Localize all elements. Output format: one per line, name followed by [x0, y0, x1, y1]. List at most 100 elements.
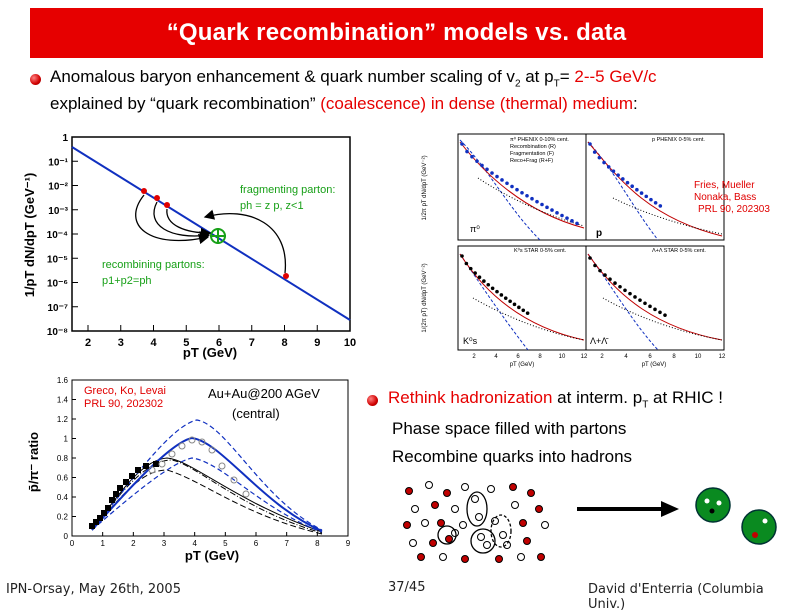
data-point [588, 142, 592, 146]
y-tick-label: 0.4 [57, 493, 69, 502]
svg-text:K⁰s: K⁰s [463, 336, 478, 346]
data-point [525, 193, 529, 198]
data-point [623, 288, 627, 293]
data-point [218, 462, 226, 470]
data-point [168, 450, 176, 458]
y-tick-label: 0.6 [57, 474, 69, 483]
data-point [644, 194, 649, 199]
data-point [158, 460, 166, 468]
data-point [575, 221, 579, 226]
data-point [148, 466, 156, 474]
y-tick-label: 10⁻³ [48, 206, 68, 217]
recombination-illustration [403, 481, 777, 563]
data-point [653, 307, 657, 312]
bullet-icon [30, 74, 41, 85]
data-point [517, 305, 521, 310]
x-tick-label: 8 [538, 354, 542, 360]
quark-dot [417, 553, 425, 561]
quark-dot [451, 505, 459, 513]
recomb-label: recombining partons: [102, 259, 205, 271]
quark-dot [429, 539, 437, 547]
svg-text:p PHENIX 0-5% cent.: p PHENIX 0-5% cent. [652, 137, 705, 143]
y-tick-label: 10⁻⁵ [47, 254, 68, 265]
data-point [635, 187, 639, 192]
data-point [230, 476, 238, 484]
x-tick-label: 4 [624, 354, 628, 360]
data-point [550, 208, 554, 212]
data-point [638, 298, 642, 302]
y-tick-label: 1 [62, 133, 68, 144]
title-bar: “Quark recombination” models vs. data [30, 8, 763, 58]
svg-text:p: p [596, 228, 602, 239]
data-point [555, 211, 559, 215]
svg-text:PRL 90, 202302: PRL 90, 202302 [84, 398, 163, 410]
quark-dot [541, 521, 549, 529]
data-point [470, 154, 474, 159]
footer-left: IPN-Orsay, May 26th, 2005 [6, 582, 181, 597]
quark-dot [471, 495, 479, 503]
x-tick-label: 2 [131, 539, 136, 548]
data-point [480, 163, 484, 168]
data-point [188, 436, 196, 444]
svg-text:PRL 90, 202303: PRL 90, 202303 [698, 204, 770, 215]
data-point [597, 155, 602, 160]
data-point [475, 159, 479, 164]
data-point [658, 204, 663, 208]
svg-text:Λ+Λ STAR 0-5% cent.: Λ+Λ STAR 0-5% cent. [652, 248, 706, 254]
svg-text:Reco+Frag (R+F): Reco+Frag (R+F) [510, 158, 553, 164]
data-point [639, 191, 644, 195]
quark-dot [451, 529, 459, 537]
quark-dot [487, 485, 495, 493]
data-point [468, 266, 473, 271]
y-tick-label: 10⁻⁸ [47, 327, 68, 338]
data-point [603, 273, 607, 277]
hadron-ball [695, 487, 731, 523]
data-point [606, 165, 611, 169]
data-point [499, 293, 504, 297]
data-point [486, 282, 491, 287]
y-tick-label: 0.8 [57, 454, 69, 463]
data-point [545, 205, 549, 210]
data-point [508, 299, 512, 304]
data-point [464, 261, 469, 266]
x-tick-label: 10 [344, 337, 356, 349]
parton-dot [141, 188, 147, 194]
bullet2-sub1: Phase space filled with partons [392, 419, 627, 438]
data-point [477, 275, 482, 280]
quark-dot [439, 553, 447, 561]
quark-dot [509, 483, 517, 491]
y-tick-label: 1 [64, 435, 69, 444]
data-point [592, 150, 597, 154]
x-tick-label: 4 [150, 337, 157, 349]
data-point [505, 181, 509, 186]
quark-dot [477, 533, 485, 541]
x-tick-label: 4 [192, 539, 197, 548]
data-point [515, 187, 519, 192]
y-tick-label: 1.4 [57, 396, 69, 405]
y-tick-label: 0.2 [57, 513, 69, 522]
x-tick-label: 12 [719, 354, 726, 360]
data-point [649, 197, 653, 202]
quark-dot [499, 531, 507, 539]
recomb-label2: p1+p2=ph [102, 275, 152, 287]
data-point [621, 177, 625, 181]
data-point [495, 174, 499, 179]
data-point [143, 463, 149, 469]
svg-text:(central): (central) [232, 406, 280, 421]
x-tick-label: 2 [472, 354, 476, 360]
y-tick-label: 1.2 [57, 415, 69, 424]
data-point [101, 510, 107, 516]
y-tick-label: 10⁻⁴ [47, 230, 68, 241]
quark-dot [527, 489, 535, 497]
quark-dot [475, 513, 483, 521]
data-point [242, 490, 250, 498]
x-tick-label: 7 [284, 539, 289, 548]
quark-dot [503, 541, 511, 549]
x-tick-label: 9 [346, 539, 351, 548]
quark-dot [411, 505, 419, 513]
data-point [460, 142, 464, 146]
data-point [643, 301, 647, 306]
data-point [198, 438, 206, 446]
panel-frame [585, 133, 725, 241]
x-tick-label: 1 [100, 539, 105, 548]
